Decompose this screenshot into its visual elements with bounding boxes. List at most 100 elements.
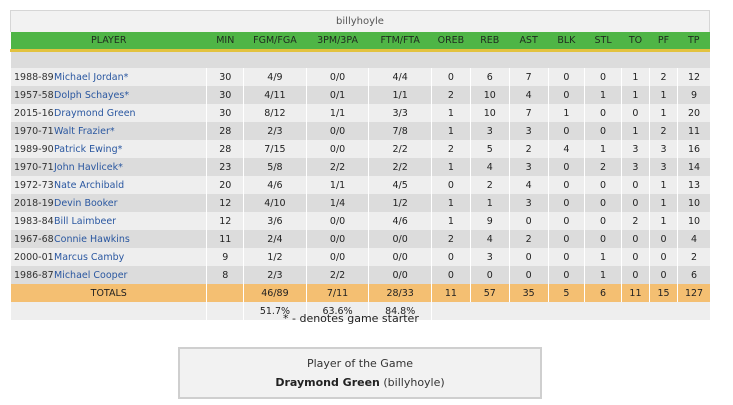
stat-oreb: 0	[430, 248, 471, 266]
stat-ast: 7	[508, 104, 549, 122]
stat-stl: 0	[584, 104, 622, 122]
stat-three: 0/0	[305, 248, 369, 266]
stat-ast: 4	[508, 176, 549, 194]
player-name-link[interactable]: Draymond Green	[54, 107, 136, 119]
stat-pf: 1	[648, 104, 678, 122]
stat-blk: 1	[547, 104, 585, 122]
stat-stl: 0	[584, 122, 622, 140]
header-row: PLAYER MIN FGM/FGA 3PM/3PA FTM/FTA OREB …	[10, 32, 710, 50]
stat-min: 20	[206, 176, 244, 194]
player-name-link[interactable]: Walt Frazier*	[54, 125, 115, 137]
player-name-link[interactable]: Dolph Schayes*	[54, 89, 130, 101]
player-of-game-team: (billyhoyle)	[383, 376, 445, 389]
stat-ft: 4/6	[368, 212, 432, 230]
player-name-link[interactable]: Marcus Camby	[54, 251, 125, 263]
player-name-link[interactable]: Michael Cooper	[54, 269, 128, 281]
stat-stl: 1	[584, 86, 622, 104]
stat-min: 30	[206, 68, 244, 86]
season-label: 1957-58	[14, 89, 54, 101]
season-label: 1983-84	[14, 215, 54, 227]
player-name-link[interactable]: Nate Archibald	[54, 179, 125, 191]
stat-ast: 7	[508, 68, 549, 86]
col-header-oreb[interactable]: OREB	[431, 32, 471, 50]
stat-blk: 4	[547, 140, 585, 158]
stat-fg: 4/6	[243, 176, 307, 194]
stat-tp: 13	[677, 176, 710, 194]
stat-blk: 0	[547, 212, 585, 230]
stat-ft: 1/1	[368, 86, 432, 104]
stat-blk: 0	[547, 248, 585, 266]
stat-reb: 10	[469, 86, 510, 104]
col-header-min[interactable]: MIN	[206, 32, 244, 50]
stat-stl: 1	[584, 266, 622, 284]
player-of-game-name[interactable]: Draymond Green	[275, 376, 380, 389]
totals-ast: 35	[508, 284, 549, 302]
col-header-pf[interactable]: PF	[649, 32, 678, 50]
stat-oreb: 2	[430, 230, 471, 248]
season-label: 2015-16	[14, 107, 54, 119]
totals-oreb: 11	[430, 284, 471, 302]
totals-label: TOTALS	[9, 284, 207, 302]
player-cell: 1970-71John Havlicek*	[9, 158, 207, 176]
stat-reb: 2	[469, 176, 510, 194]
pct-spacer	[9, 302, 207, 320]
col-header-3p[interactable]: 3PM/3PA	[306, 32, 369, 50]
stat-min: 12	[206, 194, 244, 212]
season-label: 2000-01	[14, 251, 54, 263]
col-header-fg[interactable]: FGM/FGA	[243, 32, 307, 50]
stat-pf: 1	[648, 212, 678, 230]
player-name-link[interactable]: Michael Jordan*	[54, 71, 129, 83]
stat-fg: 7/15	[243, 140, 307, 158]
col-header-tp[interactable]: TP	[677, 32, 710, 50]
season-label: 1967-68	[14, 233, 54, 245]
player-name-link[interactable]: Devin Booker	[54, 197, 118, 209]
player-cell: 1957-58Dolph Schayes*	[9, 86, 207, 104]
stat-pf: 3	[648, 158, 678, 176]
player-cell: 1988-89Michael Jordan*	[9, 68, 207, 86]
stat-oreb: 1	[430, 122, 471, 140]
season-label: 1970-71	[14, 161, 54, 173]
totals-three: 7/11	[305, 284, 369, 302]
col-header-ast[interactable]: AST	[509, 32, 549, 50]
stat-oreb: 0	[430, 266, 471, 284]
stat-min: 11	[206, 230, 244, 248]
table-row: 1983-84Bill Laimbeer 12 3/6 0/0 4/6 1 9 0 0 0 2 1 10	[9, 212, 710, 230]
stat-tp: 4	[677, 230, 710, 248]
stat-tp: 2	[677, 248, 710, 266]
player-name-link[interactable]: Bill Laimbeer	[54, 215, 117, 227]
col-header-blk[interactable]: BLK	[548, 32, 585, 50]
stat-to: 3	[620, 140, 650, 158]
stat-ft: 0/0	[368, 230, 432, 248]
stat-to: 0	[620, 230, 650, 248]
col-header-to[interactable]: TO	[621, 32, 650, 50]
stat-tp: 20	[677, 104, 710, 122]
stat-stl: 2	[584, 158, 622, 176]
stat-ft: 4/5	[368, 176, 432, 194]
totals-tp: 127	[677, 284, 710, 302]
stat-ft: 1/2	[368, 194, 432, 212]
col-header-stl[interactable]: STL	[584, 32, 622, 50]
stat-ft: 3/3	[368, 104, 432, 122]
col-header-ft[interactable]: FTM/FTA	[368, 32, 432, 50]
starter-note: * - denotes game starter	[283, 312, 419, 325]
col-header-player[interactable]: PLAYER	[10, 32, 207, 50]
table-row: 2015-16Draymond Green 30 8/12 1/1 3/3 1 10 7 1 0 0…	[9, 104, 710, 122]
player-name-link[interactable]: Connie Hawkins	[54, 233, 130, 245]
table-row: 1957-58Dolph Schayes* 30 4/11 0/1 1/1 2 10 4 0 1 1…	[9, 86, 710, 104]
stat-oreb: 1	[430, 104, 471, 122]
totals-row: TOTALS 46/89 7/11 28/33 11 57 35 5 6 11 …	[9, 284, 710, 302]
col-header-reb[interactable]: REB	[470, 32, 510, 50]
percentages-row: 51.7% 63.6% 84.8%	[9, 302, 710, 320]
stat-reb: 3	[469, 122, 510, 140]
player-name-link[interactable]: Patrick Ewing*	[54, 143, 123, 155]
stat-stl: 0	[584, 212, 622, 230]
stat-min: 9	[206, 248, 244, 266]
stat-fg: 1/2	[243, 248, 307, 266]
player-cell: 1983-84Bill Laimbeer	[9, 212, 207, 230]
player-name-link[interactable]: John Havlicek*	[54, 161, 123, 173]
stat-three: 0/0	[305, 68, 369, 86]
stat-pf: 0	[648, 266, 678, 284]
player-of-game-title: Player of the Game	[306, 357, 414, 370]
totals-min	[206, 284, 244, 302]
stat-ft: 2/2	[368, 140, 432, 158]
